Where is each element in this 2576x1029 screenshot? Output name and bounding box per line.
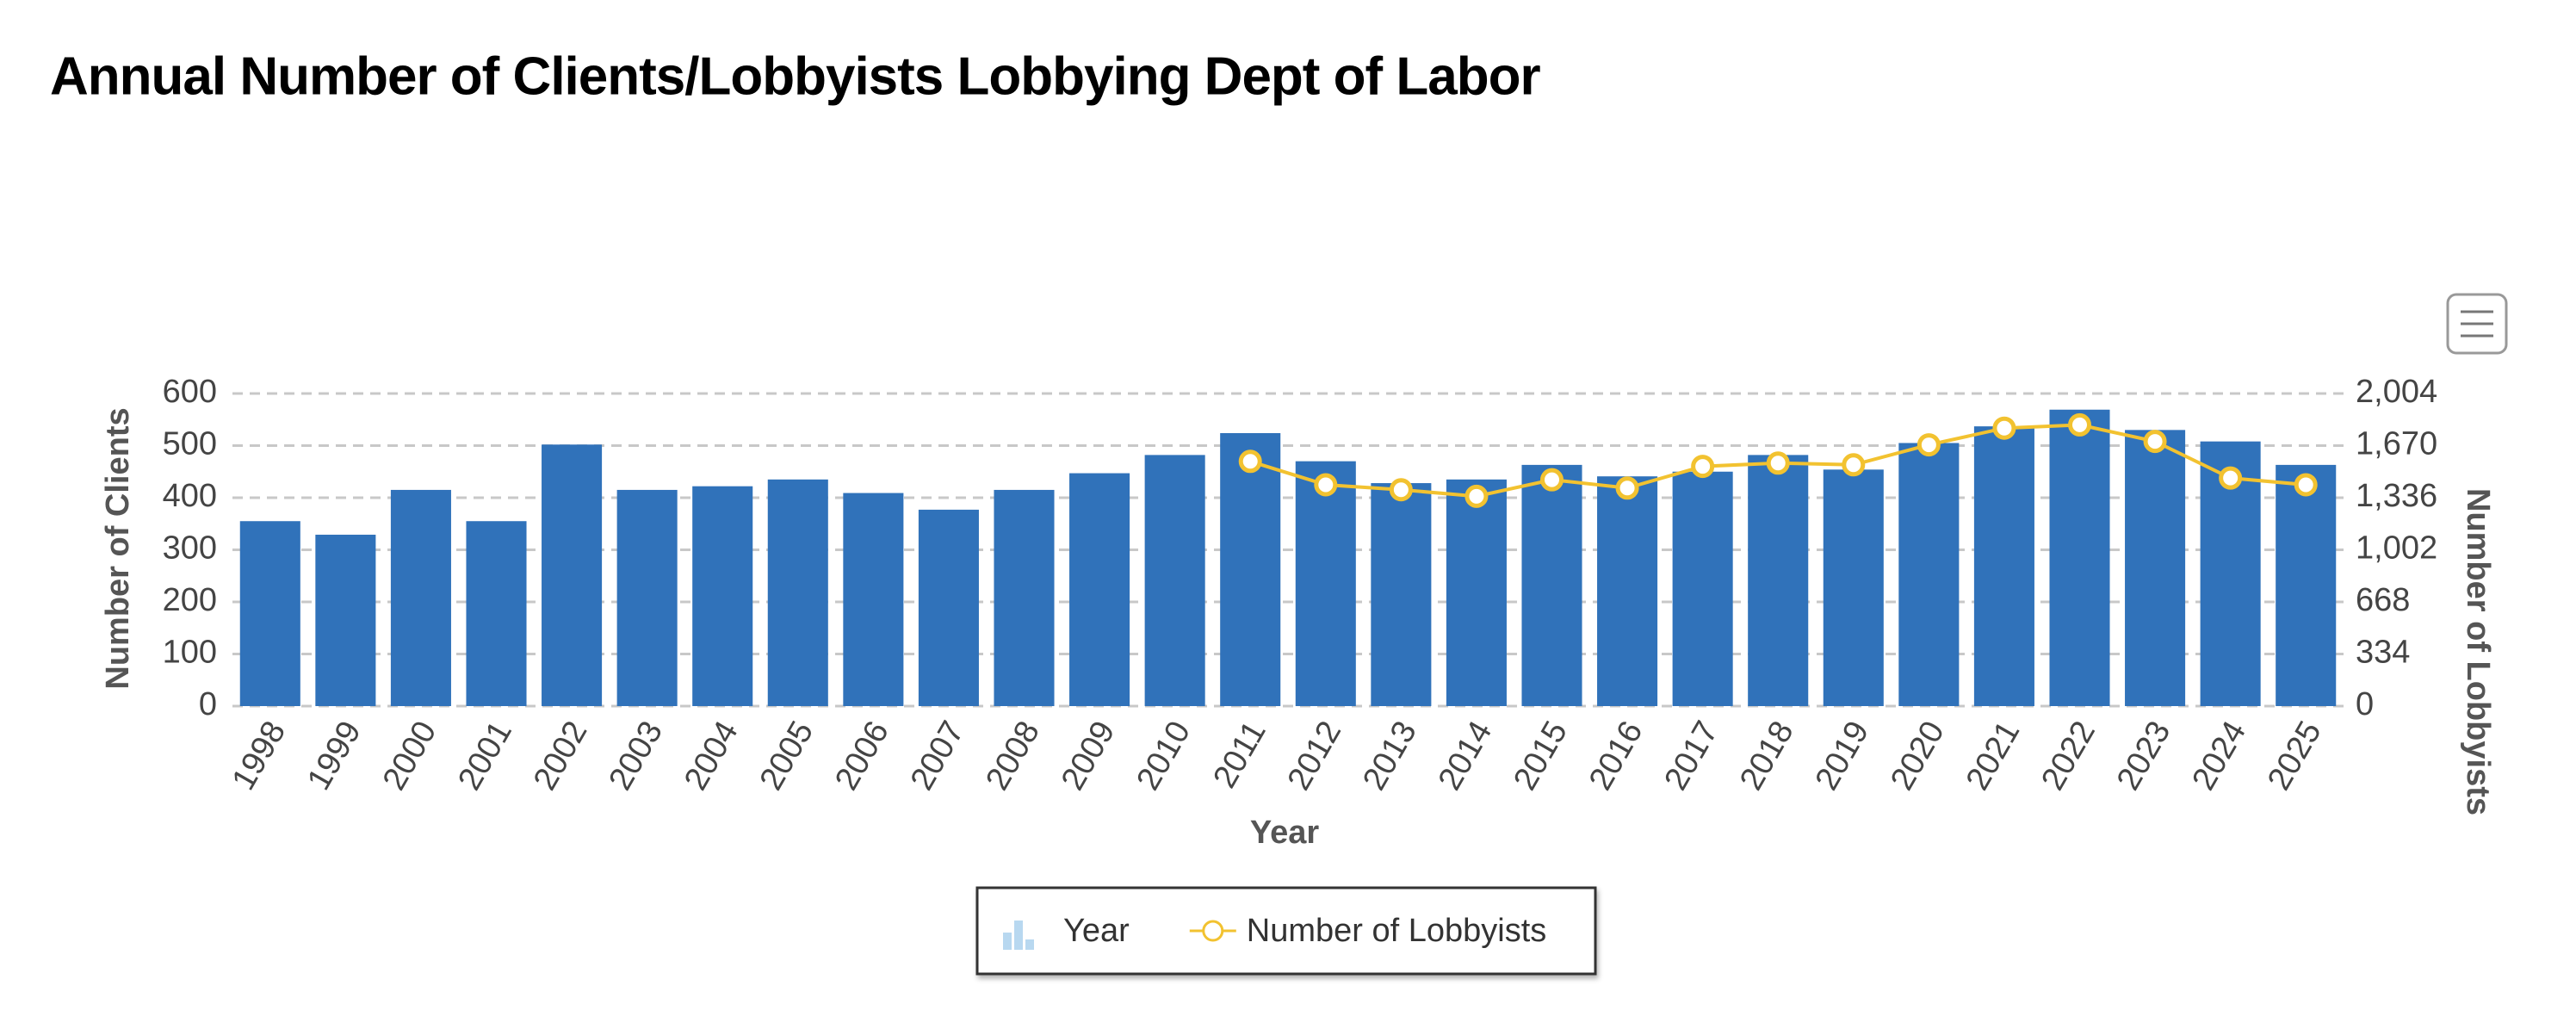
x-tick-label: 2005 (753, 716, 821, 797)
line-point (1238, 449, 1262, 474)
bar (692, 486, 753, 706)
bar (1144, 455, 1205, 706)
y-tick-label: 0 (199, 686, 217, 722)
y-tick-label: 300 (163, 530, 217, 567)
line-point (1691, 455, 1715, 479)
x-tick-label: 2012 (1281, 716, 1349, 797)
x-tick-label: 2011 (1206, 716, 1273, 795)
bar (1371, 483, 1432, 706)
bar (1295, 461, 1356, 706)
line-point (1766, 451, 1790, 475)
x-tick-label: 2014 (1432, 716, 1500, 797)
line-point (1842, 453, 1866, 477)
legend-icon (1025, 939, 1034, 950)
bar (1823, 469, 1884, 706)
x-tick-label: 2008 (979, 716, 1047, 797)
y-axis-title: Number of Clients (100, 407, 136, 689)
legend-icon (1014, 921, 1023, 950)
y-tick-label: 600 (163, 374, 217, 410)
bar (1220, 432, 1281, 706)
y2-tick-label: 1,336 (2356, 478, 2437, 514)
menu-button[interactable] (2446, 293, 2508, 355)
legend-icon (1202, 920, 1224, 942)
x-tick-label: 2002 (527, 716, 595, 797)
bar (767, 479, 828, 706)
bar (1446, 479, 1507, 706)
x-tick-label: 2019 (1809, 716, 1877, 797)
bar (2125, 430, 2186, 706)
y2-tick-label: 668 (2356, 582, 2410, 618)
x-tick-label: 2025 (2261, 716, 2329, 797)
line-point (1917, 433, 1941, 457)
bar (542, 444, 603, 706)
bar (1748, 455, 1809, 706)
y2-tick-label: 334 (2356, 635, 2410, 671)
bar (1672, 471, 1733, 706)
x-tick-label: 1999 (300, 716, 368, 797)
bar (2276, 464, 2337, 706)
x-tick-label: 2010 (1130, 716, 1198, 797)
x-tick-label: 2024 (2185, 716, 2253, 797)
line-point (1464, 484, 1489, 508)
bar (616, 489, 678, 706)
line-point (1389, 478, 1413, 502)
x-tick-label: 2007 (904, 716, 972, 797)
bar (2049, 409, 2110, 706)
x-axis-title: Year (1250, 815, 1320, 851)
bar (843, 493, 904, 706)
line-point (1314, 473, 1338, 497)
x-tick-label: 2013 (1356, 716, 1424, 797)
legend-icon (1003, 933, 1012, 950)
bar (1521, 464, 1582, 706)
x-tick-label: 2015 (1507, 716, 1575, 797)
bar (1069, 473, 1130, 706)
x-tick-label: 2022 (2034, 716, 2102, 797)
line-point (1540, 468, 1564, 492)
bar (1597, 476, 1658, 706)
legend-label: Number of Lobbyists (1247, 913, 1547, 949)
line-point (2294, 473, 2318, 497)
y2-tick-label: 1,002 (2356, 530, 2437, 567)
y-tick-label: 100 (163, 635, 217, 671)
x-tick-label: 2020 (1884, 716, 1952, 797)
x-tick-label: 2000 (376, 716, 444, 797)
y2-axis-title: Number of Lobbyists (2460, 488, 2496, 815)
x-tick-label: 2006 (828, 716, 896, 797)
line-point (2143, 430, 2167, 454)
bar (466, 521, 527, 706)
chart-title: Annual Number of Clients/Lobbyists Lobby… (50, 46, 1541, 106)
bar (1973, 426, 2034, 706)
x-tick-label: 2018 (1733, 716, 1801, 797)
x-tick-label: 2004 (678, 716, 746, 797)
bar (1898, 443, 1960, 706)
y-tick-label: 400 (163, 478, 217, 514)
x-tick-label: 2023 (2110, 716, 2178, 797)
bar (994, 489, 1055, 706)
bar (239, 521, 300, 706)
y-tick-label: 200 (163, 582, 217, 618)
x-tick-label: 2016 (1582, 716, 1650, 797)
x-tick-label: 2021 (1960, 716, 2028, 797)
x-tick-label: 2009 (1055, 716, 1123, 797)
bar (390, 489, 451, 706)
y2-tick-label: 0 (2356, 686, 2374, 722)
x-tick-label: 2001 (451, 716, 519, 797)
legend-label: Year (1063, 913, 1130, 949)
line-point (1615, 476, 1639, 500)
y2-tick-label: 1,670 (2356, 426, 2437, 462)
line-point (2219, 466, 2243, 490)
legend-box (975, 886, 1597, 976)
x-tick-label: 2003 (602, 716, 670, 797)
y-tick-label: 500 (163, 426, 217, 462)
bar (918, 509, 979, 706)
x-tick-label: 1998 (226, 716, 294, 797)
x-tick-label: 2017 (1657, 716, 1725, 797)
y2-tick-label: 2,004 (2356, 374, 2437, 410)
bar (315, 534, 376, 706)
line-point (1992, 416, 2016, 440)
line-point (2068, 412, 2091, 437)
